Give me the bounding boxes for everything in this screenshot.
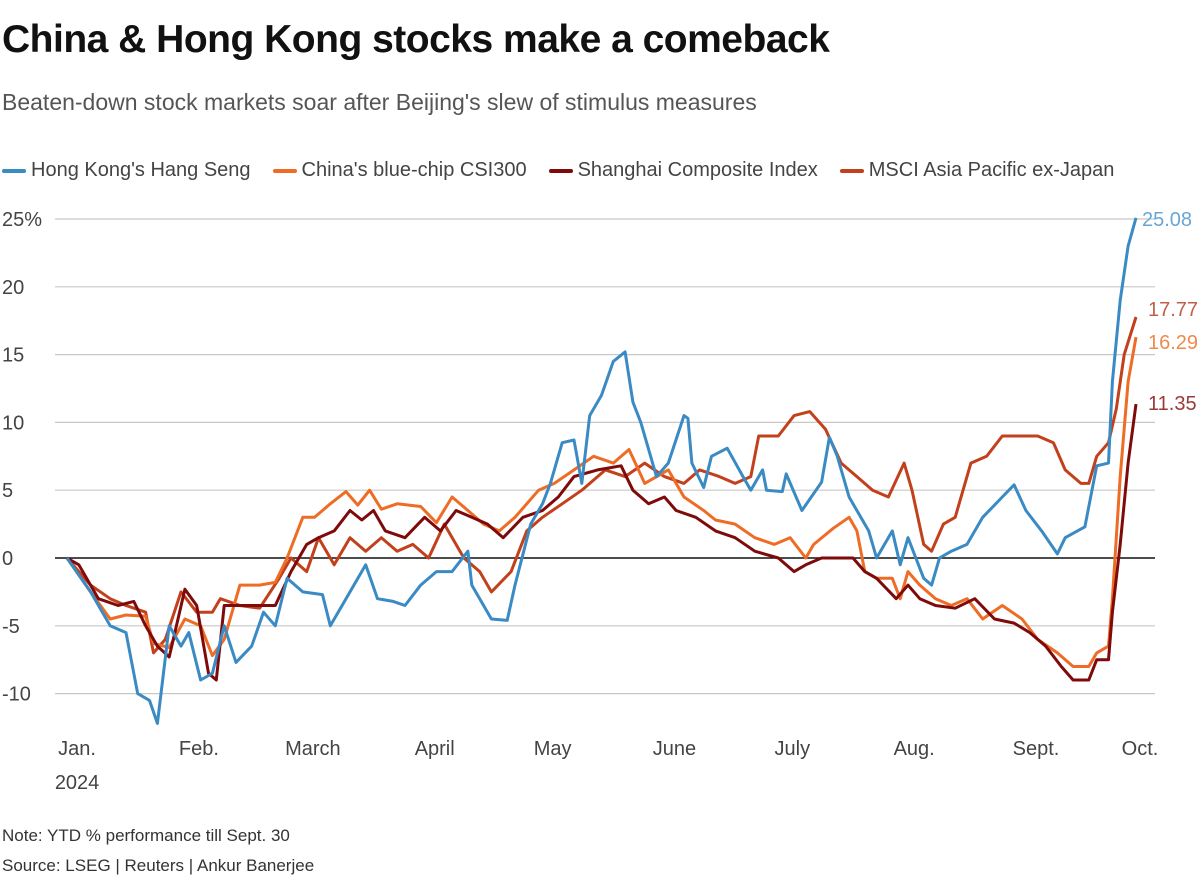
x-tick-label: Feb. bbox=[179, 738, 219, 760]
y-tick-label: 15 bbox=[2, 345, 24, 367]
x-tick-sublabel: 2024 bbox=[55, 772, 100, 794]
y-tick-label: 10 bbox=[2, 412, 24, 434]
legend-label: MSCI Asia Pacific ex-Japan bbox=[868, 159, 1115, 181]
y-tick-label: -5 bbox=[2, 616, 20, 638]
legend-label: China's blue-chip CSI300 bbox=[301, 159, 527, 181]
y-tick-label: 25% bbox=[2, 209, 42, 231]
legend-swatch bbox=[839, 168, 864, 173]
x-tick-label: June bbox=[653, 738, 696, 760]
series-line bbox=[65, 217, 1138, 725]
x-tick-label: May bbox=[534, 738, 572, 760]
x-tick-label: March bbox=[285, 738, 341, 760]
legend-swatch bbox=[2, 168, 26, 173]
legend-swatch bbox=[272, 168, 297, 173]
legend-item-shanghai: Shanghai Composite Index bbox=[548, 159, 818, 182]
end-value-label: 25.08 bbox=[1142, 209, 1192, 231]
legend-swatch bbox=[548, 168, 573, 173]
legend-item-msci: MSCI Asia Pacific ex-Japan bbox=[839, 159, 1115, 182]
y-tick-label: -10 bbox=[2, 684, 31, 706]
x-tick-label: Oct. bbox=[1122, 738, 1159, 760]
legend-label: Shanghai Composite Index bbox=[577, 159, 818, 181]
end-value-label: 11.35 bbox=[1148, 393, 1197, 415]
chart-subtitle: Beaten-down stock markets soar after Bei… bbox=[2, 89, 757, 115]
end-value-label: 17.77 bbox=[1148, 299, 1198, 321]
x-tick-label: Sept. bbox=[1013, 738, 1060, 760]
x-tick-label: Jan. bbox=[58, 738, 96, 760]
chart-source: Source: LSEG | Reuters | Ankur Banerjee bbox=[2, 856, 315, 875]
y-tick-label: 0 bbox=[2, 548, 13, 570]
legend-label: Hong Kong's Hang Seng bbox=[31, 159, 251, 181]
legend: Hong Kong's Hang Seng China's blue-chip … bbox=[2, 159, 1114, 182]
legend-item-csi300: China's blue-chip CSI300 bbox=[272, 159, 527, 182]
line-chart: 25% 20 15 10 5 0 -5 -10 Jan. 2024 Feb. March April Ma… bbox=[2, 209, 1198, 794]
chart-title: China & Hong Kong stocks make a comeback bbox=[2, 18, 830, 61]
x-tick-label: Aug. bbox=[894, 738, 935, 760]
y-tick-label: 20 bbox=[2, 277, 24, 299]
series-line bbox=[65, 316, 1138, 655]
y-tick-label: 5 bbox=[2, 480, 13, 502]
series-line bbox=[65, 336, 1138, 668]
legend-item-hang-seng: Hong Kong's Hang Seng bbox=[2, 159, 251, 182]
x-tick-label: April bbox=[415, 738, 455, 760]
chart-note: Note: YTD % performance till Sept. 30 bbox=[2, 826, 290, 845]
x-tick-label: July bbox=[775, 738, 811, 760]
end-value-label: 16.29 bbox=[1148, 332, 1198, 354]
